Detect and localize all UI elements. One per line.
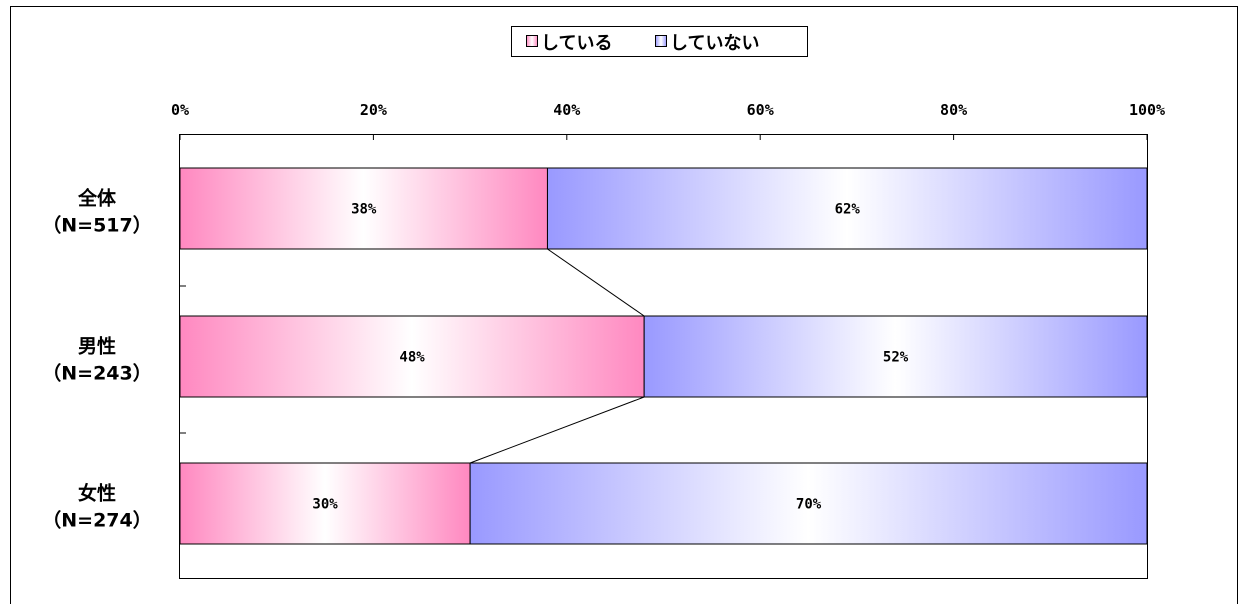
category-label-0: 全体 <box>77 187 117 210</box>
data-label-0-0: 38% <box>351 202 377 218</box>
data-label-1-0: 62% <box>835 202 861 218</box>
data-label-1-2: 70% <box>796 497 822 513</box>
category-label-1: 男性 <box>78 335 116 358</box>
series-line-0 <box>547 248 645 317</box>
series-lines <box>469 248 645 464</box>
bar-shiteinai-0 <box>546 167 1148 250</box>
x-tick-label-4: 80% <box>940 101 967 119</box>
bars <box>179 167 1148 545</box>
x-tick-label-1: 20% <box>360 101 387 119</box>
data-label-0-1: 48% <box>399 350 425 366</box>
data-label-1-1: 52% <box>883 350 909 366</box>
x-tick-label-5: 100% <box>1129 101 1165 119</box>
category-n-label-1: （N=243） <box>42 362 151 385</box>
data-labels: 38% 62% 48% 52% 30% 70% <box>312 202 908 513</box>
series-line-1 <box>469 396 645 464</box>
data-label-0-2: 30% <box>312 497 338 513</box>
legend-label-shiteiru: している <box>541 33 612 54</box>
x-tick-label-3: 60% <box>747 101 774 119</box>
bar-shiteinai-1 <box>643 315 1148 398</box>
x-axis: 0% 20% 40% 60% 80% 100% <box>171 101 1165 434</box>
x-tick-label-0: 0% <box>171 101 189 119</box>
legend: している していない <box>511 26 808 57</box>
legend-swatch-shiteinai <box>655 35 667 47</box>
bar-shiteiru-1 <box>179 315 645 398</box>
bar-shiteiru-0 <box>179 167 548 250</box>
x-tick-label-2: 40% <box>553 101 580 119</box>
category-n-label-0: （N=517） <box>42 214 151 237</box>
category-labels: 全体 （N=517） 男性 （N=243） 女性 （N=274） <box>42 187 151 532</box>
category-n-label-2: （N=274） <box>42 509 151 532</box>
bar-shiteinai-2 <box>469 462 1148 545</box>
legend-swatch-shiteiru <box>526 35 538 47</box>
category-label-2: 女性 <box>78 482 116 505</box>
legend-label-shiteinai: していない <box>670 33 759 54</box>
